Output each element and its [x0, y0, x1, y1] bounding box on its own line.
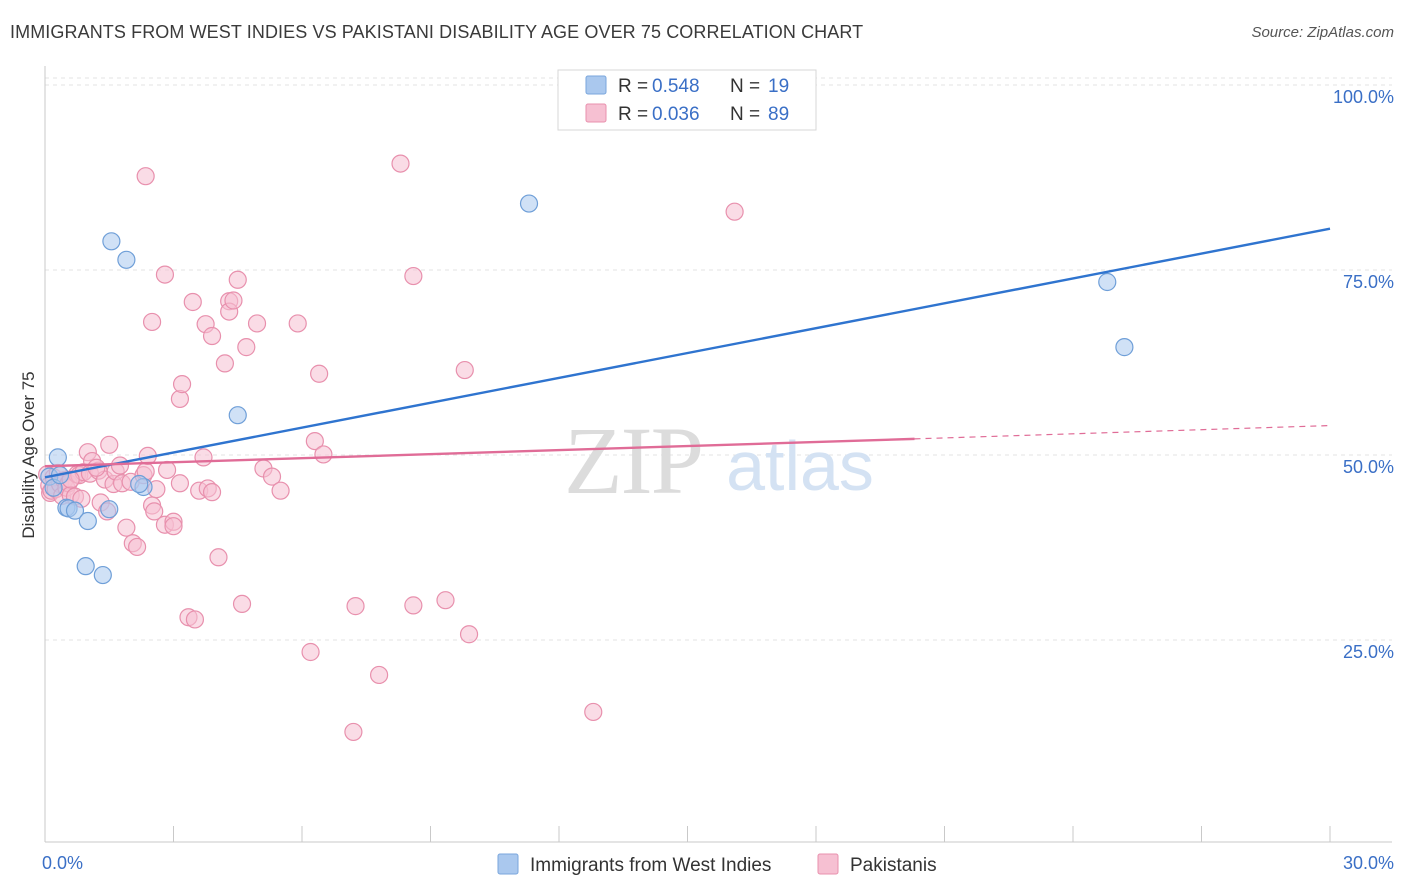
data-point-series-1-48: [170, 474, 190, 493]
data-point-series-1-77: [344, 722, 363, 742]
data-point-series-1-57: [202, 326, 222, 346]
data-point-series-1-83: [455, 360, 474, 380]
data-point-series-1-25: [100, 435, 119, 454]
data-point-series-1-56: [202, 483, 222, 502]
watermark: ZIP atlas: [564, 407, 874, 514]
data-point-series-1-39: [145, 502, 164, 521]
legend-r-label-0: R =: [618, 76, 648, 97]
data-point-series-1-45: [164, 517, 183, 536]
data-point-series-1-72: [305, 432, 324, 451]
trend-line-series-0: [44, 227, 1331, 479]
data-point-series-1-46: [170, 389, 190, 409]
data-point-series-1-33: [127, 537, 147, 557]
data-point-series-1-76: [391, 154, 410, 173]
legend-swatch-pakistanis: [585, 103, 607, 123]
data-point-series-0-12: [117, 250, 136, 269]
y-tick-label-75: 75.0%: [1343, 272, 1394, 292]
data-point-series-0-2: [48, 448, 67, 467]
data-point-series-1-78: [346, 597, 365, 616]
legend-r-value-pakistanis: 0.036: [652, 104, 700, 125]
data-point-series-0-9: [93, 565, 112, 585]
data-point-series-1-65: [237, 338, 256, 357]
data-point-series-1-59: [215, 354, 234, 373]
data-point-series-0-15: [228, 406, 247, 425]
data-point-series-1-30: [117, 518, 136, 537]
x-tick-label-1: 30.0%: [1343, 853, 1394, 873]
data-point-series-1-74: [314, 445, 333, 464]
data-point-series-1-47: [172, 375, 192, 394]
bottom-legend-label-pakistanis: Pakistanis: [850, 855, 937, 876]
data-point-series-1-82: [436, 591, 455, 610]
trend-line-series-1: [44, 437, 915, 468]
axis-layer: 0.0% 30.0% 25.0% 50.0% 75.0% 100.0%: [42, 66, 1394, 873]
points-layer: [38, 154, 1134, 742]
data-point-series-1-79: [370, 665, 389, 685]
legend-r-value-west-indies: 0.548: [652, 76, 700, 97]
legend-n-value-west-indies: 19: [768, 76, 789, 97]
legend: R = 0.548 N = 19 R = 0.036 N = 89: [557, 69, 817, 131]
data-point-series-1-80: [404, 266, 423, 286]
data-point-series-1-75: [136, 167, 155, 186]
bottom-legend-swatch-west-indies: [497, 853, 519, 875]
legend-n-label-0: N =: [730, 76, 760, 97]
data-point-series-1-50: [183, 292, 202, 312]
data-point-series-1-81: [404, 596, 423, 615]
data-point-series-1-43: [155, 265, 175, 284]
data-point-series-1-58: [209, 548, 228, 567]
watermark-zip: ZIP: [564, 407, 702, 514]
data-point-series-0-6: [65, 501, 85, 520]
legend-r-label-1: R =: [618, 104, 648, 125]
data-point-series-0-18: [1115, 338, 1134, 357]
bottom-legend-swatch-pakistanis: [817, 853, 839, 875]
data-point-series-1-66: [247, 314, 267, 333]
bottom-legend-label-west-indies: Immigrants from West Indies: [530, 855, 771, 876]
data-point-series-0-14: [130, 474, 149, 494]
grid-layer: [45, 77, 1392, 641]
data-point-series-1-51: [185, 610, 205, 629]
data-point-series-0-16: [519, 194, 539, 213]
data-point-series-0-17: [1098, 272, 1117, 292]
data-point-series-1-70: [288, 314, 307, 333]
y-tick-label-25: 25.0%: [1343, 642, 1394, 662]
data-point-series-0-8: [76, 557, 95, 576]
legend-n-value-pakistanis: 89: [768, 104, 789, 125]
data-point-series-1-71: [301, 642, 320, 662]
legend-swatch-west-indies: [585, 75, 607, 95]
data-point-series-0-7: [78, 511, 97, 531]
y-axis-title: Disability Age Over 75: [19, 371, 38, 538]
data-point-series-0-11: [102, 232, 121, 251]
chart-source: Source: ZipAtlas.com: [1251, 24, 1394, 41]
y-tick-label-50: 50.0%: [1343, 457, 1394, 477]
data-point-series-1-85: [584, 702, 603, 722]
y-tick-label-100: 100.0%: [1333, 87, 1394, 107]
bottom-legend: Immigrants from West Indies Pakistanis: [497, 853, 937, 876]
trend-line-dashed-series-1: [914, 424, 1331, 440]
data-point-series-1-86: [725, 202, 744, 221]
data-point-series-0-10: [100, 500, 119, 519]
data-point-series-1-68: [262, 467, 282, 486]
data-point-series-1-62: [224, 291, 243, 310]
trend-layer: [44, 227, 1331, 479]
data-point-series-1-63: [228, 270, 247, 289]
data-point-series-1-28: [110, 456, 130, 475]
data-point-series-1-42: [157, 460, 177, 480]
data-point-series-1-73: [310, 364, 329, 383]
data-point-series-1-53: [194, 448, 213, 467]
data-point-series-1-64: [232, 594, 252, 614]
data-point-series-1-84: [459, 625, 479, 644]
legend-n-label-1: N =: [730, 104, 760, 125]
chart-title: IMMIGRANTS FROM WEST INDIES VS PAKISTANI…: [10, 22, 864, 42]
x-tick-label-0: 0.0%: [42, 853, 83, 873]
data-point-series-1-37: [142, 312, 162, 332]
data-point-series-1-69: [271, 481, 290, 500]
watermark-atlas: atlas: [726, 427, 874, 505]
